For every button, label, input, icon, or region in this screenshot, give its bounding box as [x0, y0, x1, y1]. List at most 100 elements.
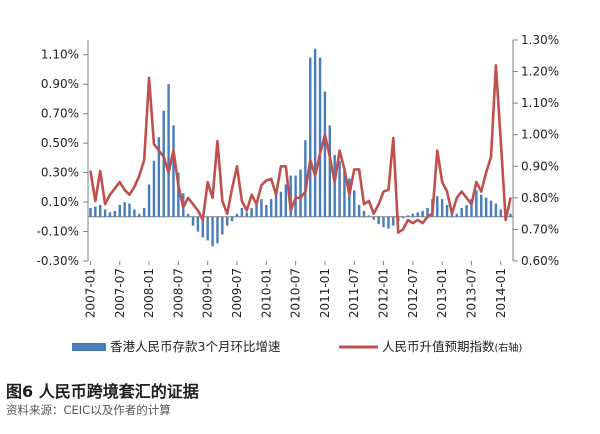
left-tick-label: 0.70%	[41, 107, 79, 121]
bar	[279, 191, 283, 217]
bar	[196, 216, 200, 232]
right-tick-label: 1.10%	[521, 96, 559, 110]
legend-bar-swatch	[72, 343, 106, 351]
bar	[167, 84, 170, 217]
bar	[392, 216, 395, 226]
bar	[465, 205, 468, 217]
line-point	[451, 212, 453, 215]
bar	[230, 216, 234, 222]
line-point	[245, 209, 248, 212]
bar	[348, 178, 351, 217]
line-point	[504, 219, 507, 221]
bar	[416, 212, 419, 217]
bar	[191, 216, 195, 226]
line-point	[490, 156, 492, 158]
left-tick-label: 0.90%	[41, 77, 79, 91]
line-point	[99, 170, 102, 172]
legend-line-note: (右轴)	[495, 341, 523, 354]
bar	[108, 212, 112, 217]
line-point	[319, 152, 321, 155]
bar	[206, 216, 209, 241]
right-tick-label: 0.60%	[521, 254, 559, 268]
line-point	[299, 197, 302, 199]
bar	[128, 203, 131, 217]
line-point	[426, 216, 429, 218]
line-point	[197, 209, 199, 212]
bar	[138, 213, 141, 217]
bar	[103, 209, 107, 217]
bar	[328, 125, 332, 217]
bar	[240, 207, 244, 217]
line-point	[397, 231, 400, 234]
line-point	[333, 181, 336, 183]
legend-line-name: 人民币升值预期指数	[382, 339, 495, 354]
x-tick-label: 2012-01	[377, 268, 391, 318]
line-point	[338, 149, 341, 152]
bar	[338, 160, 341, 217]
line-point	[460, 190, 463, 193]
line-point	[118, 181, 121, 183]
line-point	[343, 168, 346, 171]
bar	[157, 137, 161, 217]
line-point	[407, 219, 409, 221]
line-point	[241, 200, 243, 202]
line-point	[372, 212, 375, 215]
line-point	[211, 197, 214, 199]
bar	[260, 199, 263, 217]
x-tick-label: 2014-01	[494, 268, 508, 318]
bar	[460, 207, 463, 217]
line-point	[436, 149, 439, 152]
line-point	[470, 203, 473, 205]
line-point	[167, 171, 170, 174]
x-tick-label: 2013-07	[464, 268, 478, 318]
line-point	[314, 174, 316, 177]
bar	[172, 125, 175, 217]
bar	[255, 203, 258, 217]
line-point	[353, 168, 356, 171]
line-point	[182, 206, 185, 209]
line-point	[368, 200, 370, 202]
line-point	[148, 77, 150, 79]
right-tick-label: 0.90%	[521, 159, 559, 173]
left-tick-label: 1.10%	[41, 48, 79, 62]
bar	[211, 216, 214, 247]
bar	[162, 110, 165, 217]
bar	[118, 205, 121, 217]
line-point	[377, 203, 380, 205]
bar	[177, 172, 180, 217]
right-axis: 0.60% 0.70% 0.80% 0.90% 1.00% 1.10% 1.20% 1.30%	[513, 33, 559, 268]
bar	[318, 57, 322, 217]
x-tick-label: 2010-01	[259, 268, 273, 318]
bar	[123, 202, 126, 217]
line-point	[289, 209, 292, 212]
figure-caption: 图6 人民币跨境套汇的证据	[6, 382, 199, 401]
bar	[494, 203, 498, 217]
line-point	[402, 228, 404, 231]
bar	[269, 199, 273, 217]
left-tick-label: 0.30%	[41, 166, 79, 180]
bar	[401, 216, 405, 219]
line-point	[128, 193, 131, 196]
bar	[382, 216, 385, 228]
line-point	[348, 193, 351, 196]
bar	[216, 216, 219, 244]
line-point	[231, 187, 233, 190]
left-tick-label: 0.10%	[41, 195, 79, 209]
left-tick-label: -0.30%	[37, 254, 79, 268]
line-point	[153, 143, 155, 145]
x-tick-label: 2011-07	[347, 268, 361, 318]
bar	[499, 209, 503, 217]
line-point	[123, 189, 126, 191]
line-point	[324, 133, 326, 136]
left-axis: -0.30% -0.10% 0.10% 0.30% 0.50% 0.70% 0.90% 1.1…	[37, 48, 88, 268]
bar	[250, 207, 253, 217]
line-point	[138, 174, 141, 177]
line-point	[456, 197, 458, 199]
line-point	[275, 193, 277, 196]
bar	[201, 216, 205, 238]
line-point	[143, 159, 145, 161]
x-tick-label: 2008-01	[142, 268, 156, 318]
bar	[411, 213, 415, 217]
line-point	[206, 181, 209, 183]
bar	[436, 196, 439, 217]
